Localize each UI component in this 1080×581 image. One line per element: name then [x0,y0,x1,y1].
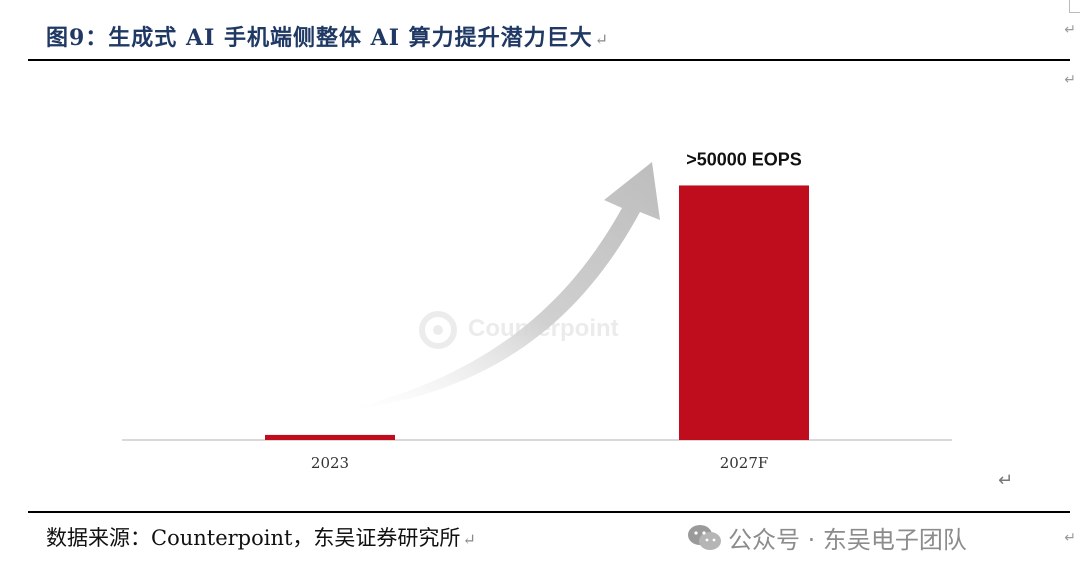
source-text: 数据来源：Counterpoint，东吴证券研究所 [46,526,461,550]
bar-2027F [679,185,809,440]
source-note: 数据来源：Counterpoint，东吴证券研究所 ↵ [46,522,476,552]
wechat-watermark: 公众号 · 东吴电子团队 [686,520,967,555]
wechat-icon [688,524,721,550]
return-mark: ↵ [998,470,1014,491]
figure-title-text: 图9：生成式 AI 手机端侧整体 AI 算力提升潜力巨大 [46,25,593,51]
side-return-mark: ↵ [1064,22,1076,38]
side-return-mark: ↵ [1064,530,1076,546]
x-tick-label: 2027F [720,454,769,472]
return-mark: ↵ [462,530,476,549]
growth-arrow-icon [342,162,660,411]
page-corner-marker [1069,0,1080,13]
data-label: >50000 EOPS [686,149,802,169]
x-tick-label: 2023 [311,454,349,472]
bar-2023 [265,434,395,440]
side-return-mark: ↵ [1064,72,1076,88]
return-mark: ↵ [594,30,610,49]
figure-title: 图9：生成式 AI 手机端侧整体 AI 算力提升潜力巨大 ↵ [46,20,609,52]
watermark-text: 公众号 · 东吴电子团队 [728,526,967,554]
bottom-rule [28,511,1070,513]
top-rule [28,59,1070,61]
